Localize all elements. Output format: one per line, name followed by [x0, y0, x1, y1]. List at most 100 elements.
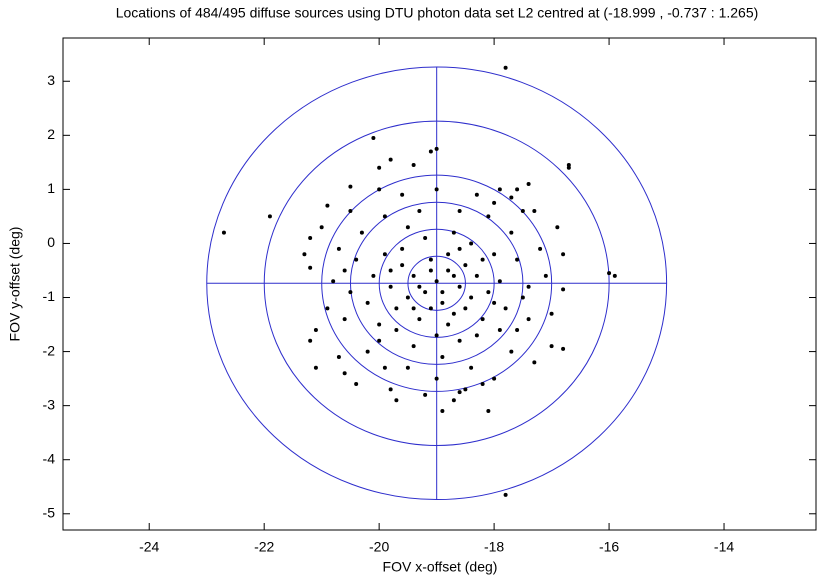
- point: [411, 273, 416, 278]
- point: [480, 382, 485, 387]
- point: [428, 268, 433, 273]
- point: [434, 279, 439, 284]
- point: [365, 349, 370, 354]
- point: [469, 365, 474, 370]
- point: [428, 306, 433, 311]
- point: [492, 200, 497, 205]
- point: [411, 163, 416, 168]
- point: [532, 209, 537, 214]
- point: [440, 409, 445, 414]
- point: [354, 382, 359, 387]
- point: [331, 279, 336, 284]
- point: [411, 344, 416, 349]
- point: [348, 209, 353, 214]
- point: [509, 349, 514, 354]
- point: [555, 225, 560, 230]
- y-tick-label: 2: [47, 126, 55, 142]
- point: [561, 287, 566, 292]
- point: [313, 327, 318, 332]
- point: [434, 187, 439, 192]
- point: [308, 265, 313, 270]
- point: [377, 322, 382, 327]
- point: [457, 390, 462, 395]
- point: [382, 252, 387, 257]
- point: [377, 165, 382, 170]
- point: [221, 230, 226, 235]
- point: [394, 327, 399, 332]
- point: [440, 290, 445, 295]
- point: [325, 306, 330, 311]
- point: [457, 338, 462, 343]
- point: [428, 257, 433, 262]
- point: [417, 284, 422, 289]
- point: [543, 273, 548, 278]
- point: [365, 300, 370, 305]
- plot-frame: [62, 37, 817, 531]
- point: [359, 230, 364, 235]
- x-tick-label: -16: [599, 539, 619, 555]
- point: [503, 65, 508, 70]
- point: [492, 252, 497, 257]
- point: [382, 365, 387, 370]
- point: [492, 376, 497, 381]
- point: [405, 365, 410, 370]
- point: [492, 300, 497, 305]
- point: [313, 365, 318, 370]
- point: [388, 284, 393, 289]
- point: [526, 181, 531, 186]
- x-tick-label: -24: [139, 539, 159, 555]
- point: [509, 195, 514, 200]
- y-tick-label: -1: [43, 288, 56, 304]
- y-tick-label: -5: [43, 504, 56, 520]
- x-tick-label: -18: [484, 539, 504, 555]
- point: [497, 327, 502, 332]
- point: [549, 344, 554, 349]
- point: [319, 225, 324, 230]
- point: [434, 146, 439, 151]
- y-tick-label: 3: [47, 72, 55, 88]
- point: [549, 311, 554, 316]
- point: [446, 252, 451, 257]
- point: [405, 295, 410, 300]
- point: [348, 290, 353, 295]
- point: [538, 246, 543, 251]
- x-tick-label: -14: [714, 539, 734, 555]
- point: [526, 284, 531, 289]
- point: [382, 214, 387, 219]
- point: [434, 376, 439, 381]
- point: [428, 149, 433, 154]
- point: [520, 295, 525, 300]
- point: [342, 268, 347, 273]
- point: [302, 252, 307, 257]
- point: [503, 492, 508, 497]
- x-tick-label: -20: [369, 539, 389, 555]
- point: [474, 192, 479, 197]
- point: [457, 246, 462, 251]
- point: [400, 263, 405, 268]
- point: [486, 214, 491, 219]
- point: [342, 317, 347, 322]
- point: [520, 209, 525, 214]
- point: [532, 360, 537, 365]
- y-tick-label: 0: [47, 234, 55, 250]
- point: [354, 257, 359, 262]
- point: [463, 263, 468, 268]
- point: [325, 203, 330, 208]
- x-tick-label: -22: [254, 539, 274, 555]
- point: [486, 409, 491, 414]
- y-tick-label: -3: [43, 396, 56, 412]
- point: [336, 246, 341, 251]
- y-tick-label: -2: [43, 342, 56, 358]
- point: [423, 290, 428, 295]
- point: [267, 214, 272, 219]
- point: [440, 354, 445, 359]
- point: [371, 136, 376, 141]
- point: [463, 306, 468, 311]
- y-tick-label: 1: [47, 180, 55, 196]
- point: [388, 387, 393, 392]
- point: [308, 236, 313, 241]
- point: [515, 257, 520, 262]
- point: [480, 257, 485, 262]
- point: [434, 333, 439, 338]
